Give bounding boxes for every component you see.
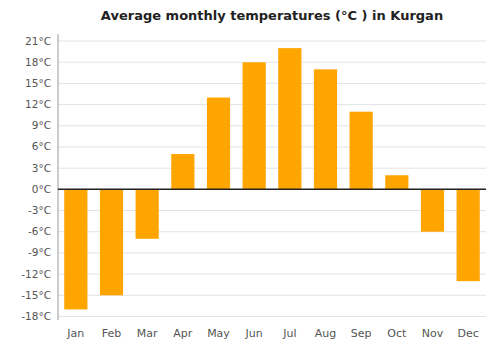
x-tick-label: Oct [387,327,407,340]
bar [243,62,266,189]
bar [350,112,373,190]
x-tick-label: Feb [102,327,121,340]
chart-container: Average monthly temperatures (°C ) in Ku… [0,0,500,350]
zero-line [58,189,486,191]
title: Average monthly temperatures (°C ) in Ku… [101,8,443,23]
bar [457,189,480,281]
chart-svg: Average monthly temperatures (°C ) in Ku… [0,0,500,350]
y-tick-label: -9°C [28,246,51,258]
y-grid [58,41,486,316]
grid-line [58,146,486,147]
grid-line [58,189,486,190]
bar [314,69,337,189]
grid-line [58,125,486,126]
bar [207,98,230,190]
bar [100,189,123,295]
x-tick-label: Nov [422,327,444,340]
y-tick-label: 18°C [25,56,51,68]
x-tick-label: Jan [66,327,84,340]
y-tick-label: -12°C [21,268,51,280]
y-tick-label: -18°C [21,310,51,322]
y-tick-label: 21°C [25,35,51,47]
y-tick-label: -6°C [28,225,51,237]
bar [421,189,444,231]
grid-line [58,41,486,42]
y-tick-label: 9°C [32,119,51,131]
y-tick-label: -3°C [28,204,51,216]
y-tick-label: 12°C [25,98,51,110]
y-tick-label: 15°C [25,77,51,89]
bar [171,154,194,189]
x-tick-label: Mar [137,327,158,340]
x-tick-label: Aug [315,327,336,340]
x-tick-label: Jun [245,327,263,340]
y-tick-label: 3°C [32,162,51,174]
x-tick-label: Apr [173,327,193,340]
y-tick-label: 6°C [32,140,51,152]
grid-line [58,168,486,169]
grid-line [58,83,486,84]
bar [64,189,87,309]
x-tick-label: Sep [351,327,372,340]
bar [278,48,301,189]
grid-line [58,316,486,317]
x-tick-label: Dec [458,327,479,340]
y-tick-label: -15°C [21,289,51,301]
bar [385,175,408,189]
bars [64,48,480,309]
y-tick-label: 0°C [32,183,51,195]
y-axis-line [58,34,59,320]
bar [136,189,159,238]
x-tick-label: Jul [282,327,296,340]
x-tick-label: May [207,327,230,340]
grid-line [58,104,486,105]
grid-line [58,62,486,63]
